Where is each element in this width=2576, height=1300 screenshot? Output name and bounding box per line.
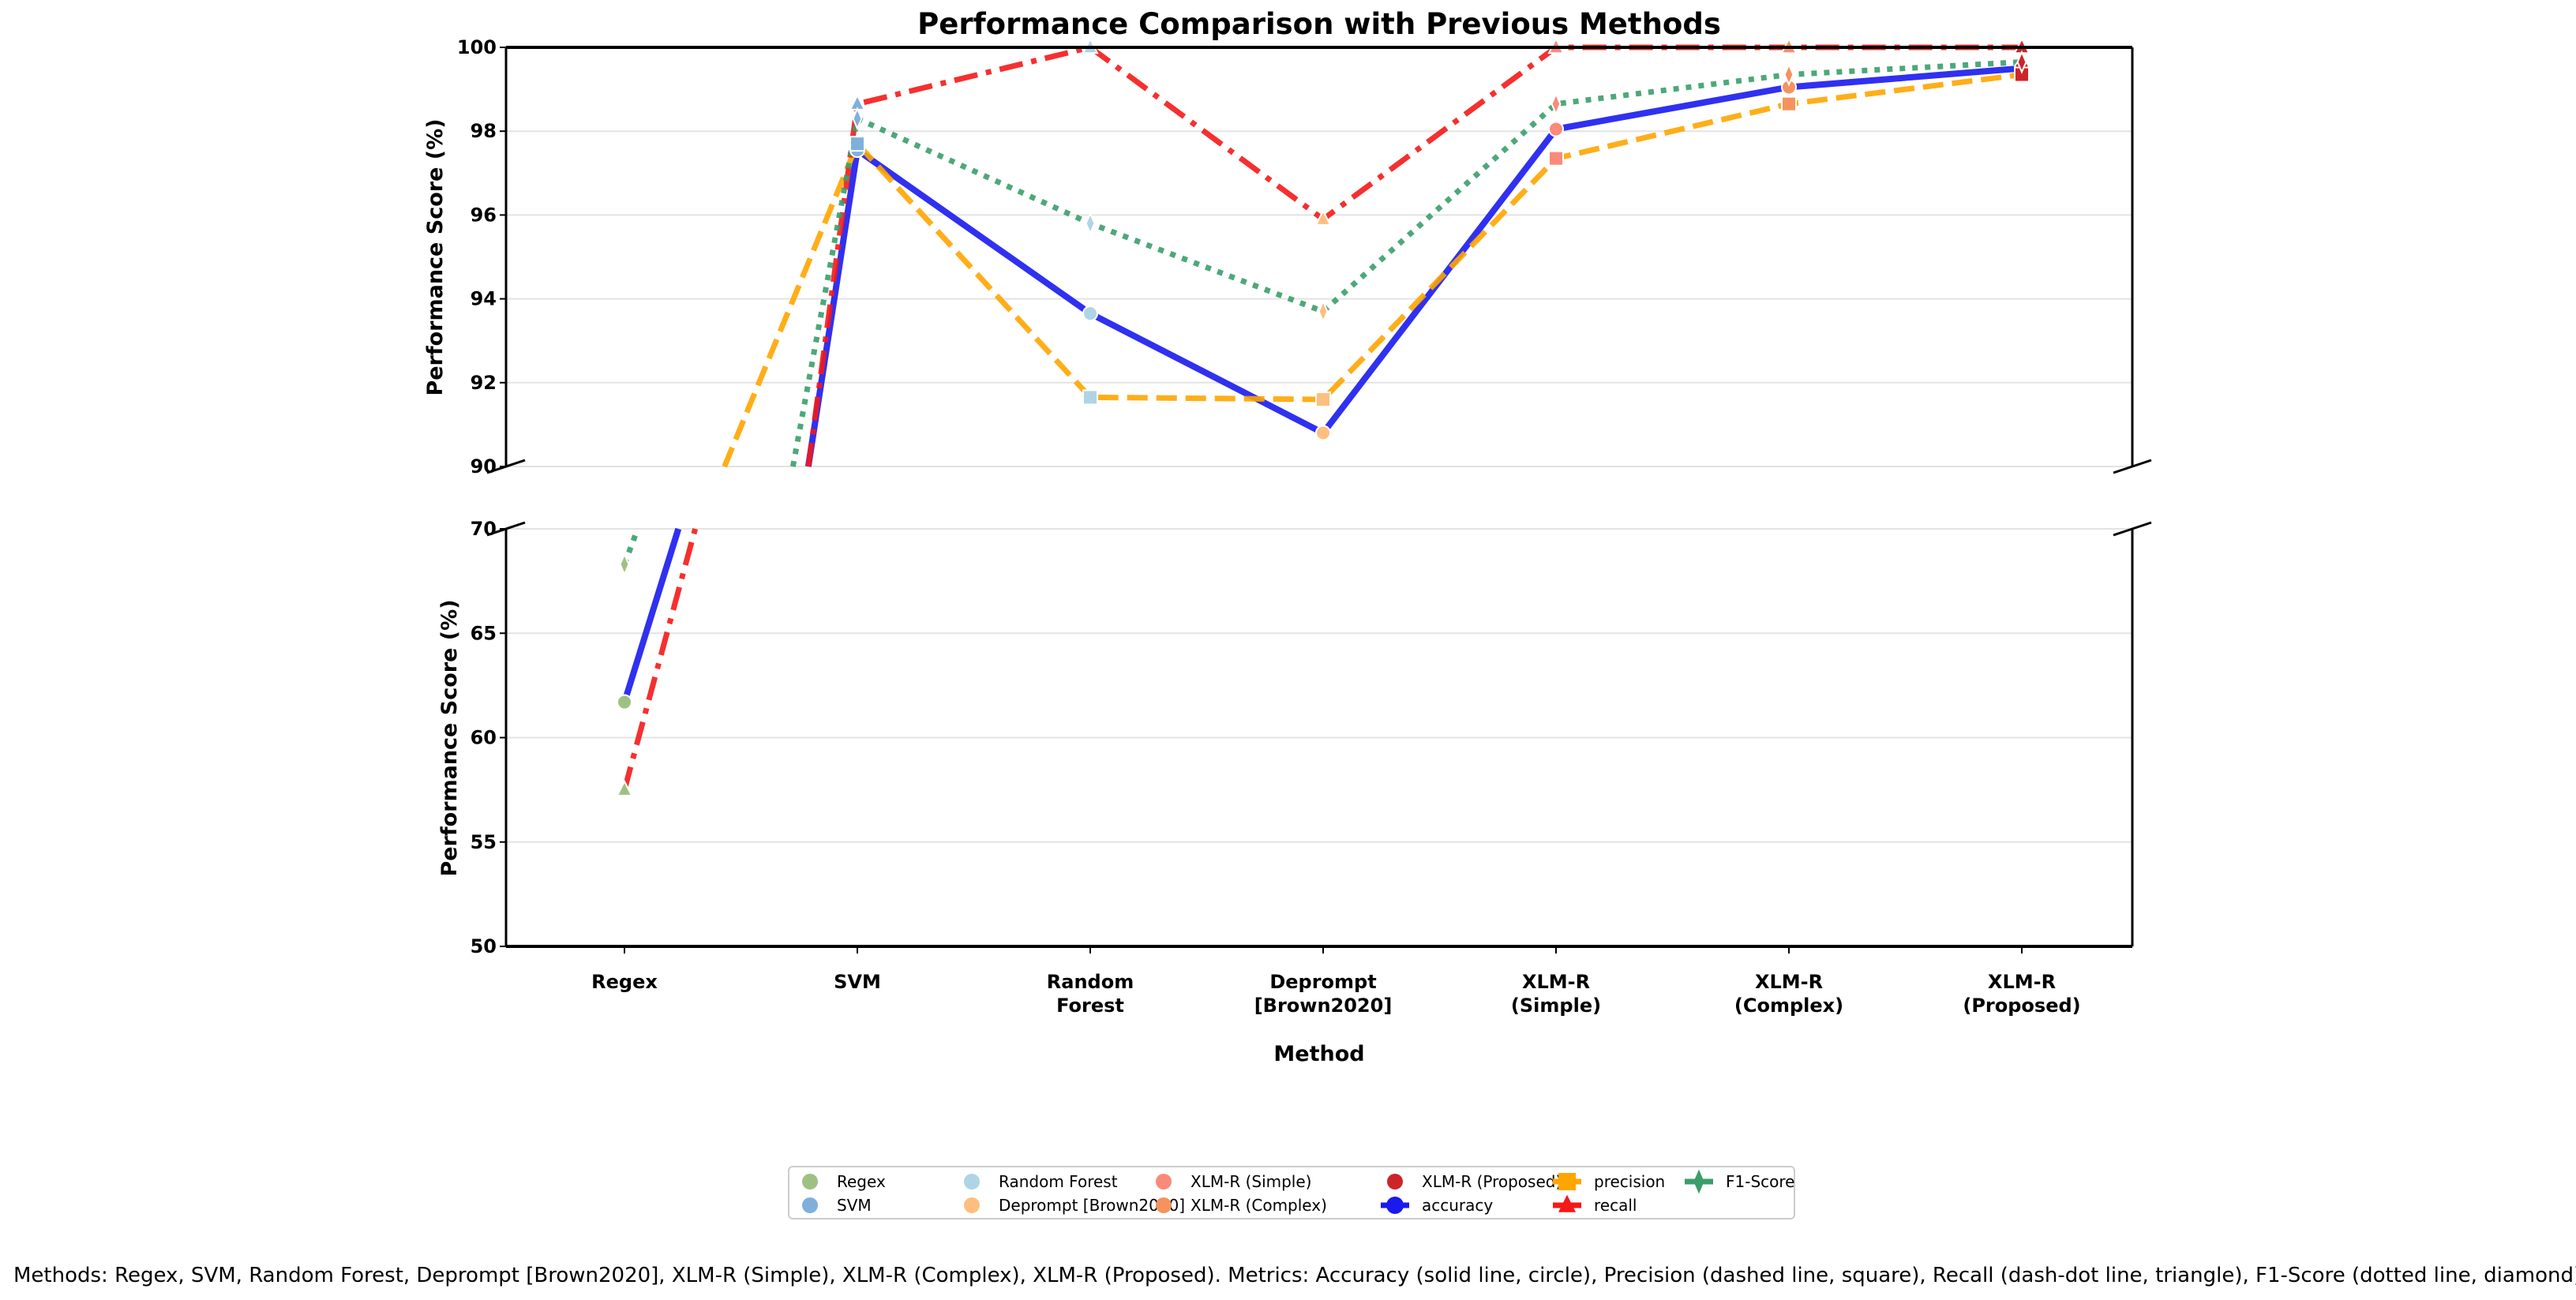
square-marker [849, 136, 865, 152]
x-tick-label-line: XLM-R [1522, 971, 1590, 993]
y-axis-label-upper: Performance Score (%) [423, 118, 448, 395]
diamond-marker [2016, 50, 2027, 74]
legend-box [788, 1166, 1795, 1219]
y-axis-label-lower: Performance Score (%) [437, 599, 462, 876]
legend-method-label: SVM [837, 1196, 872, 1215]
axis-break-mark [2113, 521, 2152, 537]
axis-break-mark [486, 521, 526, 537]
y-tick-label: 98 [471, 120, 497, 142]
x-tick-label-line: (Proposed) [1963, 995, 2080, 1017]
x-tick-label: Regex [591, 971, 658, 993]
x-tick-label: XLM-R (Simple) [1511, 971, 1601, 1017]
x-tick-label: XLM-R (Proposed) [1963, 971, 2080, 1017]
series-line-accuracy [621, 527, 682, 703]
square-marker [1548, 150, 1564, 167]
legend-method-marker [802, 1174, 818, 1189]
triangle-marker [616, 779, 633, 796]
axis-break-mark [486, 459, 526, 474]
legend-method-label: XLM-R (Simple) [1191, 1172, 1311, 1191]
legend-method-marker [964, 1197, 980, 1213]
legend-method-label: XLM-R (Proposed) [1422, 1172, 1562, 1191]
x-tick-label-line: Random [1047, 971, 1134, 993]
axis-break-mark [2113, 459, 2152, 474]
circle-marker [1548, 121, 1564, 137]
circle-marker [617, 694, 632, 710]
x-tick-label-line: (Complex) [1734, 995, 1843, 1017]
circle-marker [1315, 425, 1331, 441]
panel-markers-upper [849, 36, 2030, 441]
legend-method-marker [1156, 1174, 1172, 1189]
series-line-accuracy [804, 65, 2023, 467]
x-tick-label-line: (Simple) [1511, 995, 1601, 1017]
y-tick-label: 65 [471, 622, 497, 644]
x-tick-label: XLM-R (Complex) [1734, 971, 1843, 1017]
legend-metric-label: F1-Score [1726, 1172, 1794, 1191]
square-marker [1781, 96, 1797, 112]
legend-method-marker [1156, 1197, 1172, 1213]
y-tick-label: 60 [471, 727, 497, 749]
legend-method-marker [964, 1174, 980, 1189]
data-markers [616, 36, 2030, 796]
square-marker [1082, 389, 1098, 406]
series-line-recall [805, 44, 2022, 467]
x-tick-label: Deprompt [Brown2020] [1254, 971, 1393, 1017]
x-axis-label: Method [1273, 1042, 1364, 1066]
legend-metric-label: recall [1594, 1196, 1637, 1215]
legend-method-marker [802, 1197, 818, 1213]
x-tick-label-line: Forest [1056, 995, 1124, 1017]
y-tick-label: 100 [457, 36, 497, 58]
x-tick-label-line: XLM-R [1988, 971, 2056, 993]
diamond-marker [619, 552, 630, 577]
y-tick-label: 96 [471, 204, 497, 226]
series-lines [621, 44, 2023, 791]
legend-method-label: XLM-R (Complex) [1191, 1196, 1327, 1215]
x-tick-label-line: Deprompt [1269, 971, 1376, 993]
axes: 90 92 94 96 98 100 50 55 60 65 70 Regex SVM Random For… [457, 36, 2152, 1017]
legend-method-label: Regex [837, 1172, 886, 1191]
diamond-marker [1783, 62, 1794, 87]
panel-lines-lower [621, 527, 698, 791]
y-tick-label: 70 [471, 518, 497, 540]
square-marker [1315, 391, 1331, 408]
y-tick-label: 92 [471, 372, 497, 394]
x-tick-label-line: SVM [834, 971, 881, 993]
y-tick-label: 50 [471, 935, 497, 957]
caption: Methods: Regex, SVM, Random Forest, Depr… [13, 1264, 2576, 1287]
legend: Regex SVM Random Forest Deprompt [Brown2020… [788, 1166, 1795, 1219]
legend-metric-label: accuracy [1422, 1196, 1493, 1215]
x-tick-label-line: [Brown2020] [1254, 995, 1393, 1017]
series-line-precision [722, 72, 2023, 468]
y-tick-label: 94 [471, 288, 497, 310]
diamond-marker [1318, 299, 1329, 324]
legend-method-marker [1387, 1174, 1403, 1189]
legend-method-label: Deprompt [Brown2020] [999, 1196, 1185, 1215]
panel-markers-lower [616, 552, 633, 796]
chart-title: Performance Comparison with Previous Met… [917, 7, 1721, 41]
x-tick-label-line: XLM-R [1755, 971, 1823, 993]
square-marker [1558, 1173, 1576, 1190]
diamond-marker [1693, 1169, 1704, 1194]
legend-method-label: Random Forest [999, 1172, 1118, 1191]
circle-marker [1082, 305, 1098, 322]
diamond-marker [852, 107, 863, 131]
x-tick-label: SVM [834, 971, 881, 993]
panel-lines-upper [722, 44, 2023, 468]
x-tick-label-line: Regex [591, 971, 658, 993]
triangle-marker [1314, 208, 1332, 226]
legend-metric-label: precision [1594, 1172, 1665, 1191]
x-tick-label: Random Forest [1047, 971, 1134, 1017]
series-line-F1-Score [789, 59, 2023, 467]
triangle-marker [1558, 1194, 1576, 1212]
diamond-marker [1550, 92, 1562, 116]
y-tick-label: 55 [471, 831, 497, 853]
circle-marker [1386, 1197, 1404, 1214]
diamond-marker [1085, 211, 1096, 236]
gridlines [506, 47, 2132, 947]
y-tick-label: 90 [471, 455, 497, 478]
